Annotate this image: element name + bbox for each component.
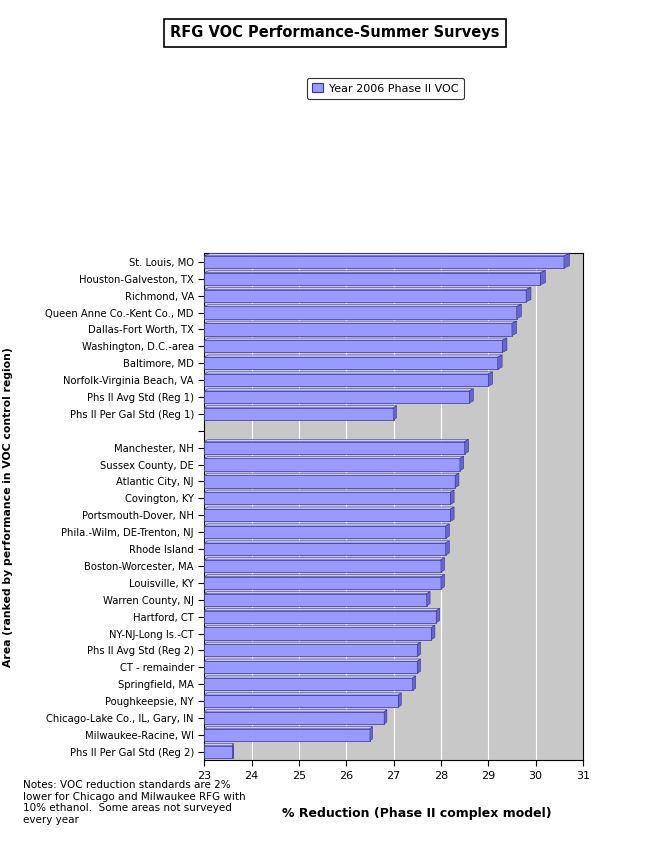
Polygon shape [399, 693, 401, 707]
FancyBboxPatch shape [204, 627, 431, 640]
Polygon shape [512, 321, 517, 336]
FancyBboxPatch shape [204, 560, 441, 572]
Text: Area (ranked by performance in VOC control region): Area (ranked by performance in VOC contr… [3, 347, 13, 667]
Polygon shape [204, 405, 397, 408]
Polygon shape [204, 557, 444, 560]
Polygon shape [540, 271, 545, 285]
Polygon shape [204, 253, 570, 256]
Polygon shape [204, 507, 454, 509]
Polygon shape [204, 592, 430, 594]
Polygon shape [517, 304, 521, 319]
Polygon shape [204, 541, 450, 543]
Polygon shape [204, 389, 473, 391]
Legend: Year 2006 Phase II VOC: Year 2006 Phase II VOC [307, 77, 464, 99]
Polygon shape [441, 575, 444, 589]
Polygon shape [460, 456, 464, 471]
Polygon shape [204, 473, 459, 475]
Polygon shape [564, 253, 570, 268]
Polygon shape [427, 592, 430, 606]
Polygon shape [204, 355, 502, 357]
FancyBboxPatch shape [204, 746, 232, 758]
Polygon shape [370, 727, 373, 741]
FancyBboxPatch shape [204, 442, 464, 454]
Polygon shape [204, 490, 454, 492]
FancyBboxPatch shape [204, 289, 526, 302]
FancyBboxPatch shape [204, 357, 498, 369]
Polygon shape [204, 338, 507, 340]
Text: % Reduction (Phase II complex model): % Reduction (Phase II complex model) [282, 807, 552, 820]
Polygon shape [413, 676, 415, 691]
FancyBboxPatch shape [204, 307, 517, 319]
FancyBboxPatch shape [204, 576, 441, 589]
FancyBboxPatch shape [204, 459, 460, 471]
FancyBboxPatch shape [204, 543, 446, 555]
Polygon shape [502, 338, 507, 352]
Polygon shape [204, 676, 415, 678]
Polygon shape [204, 524, 450, 526]
Polygon shape [498, 355, 502, 369]
FancyBboxPatch shape [204, 256, 564, 268]
FancyBboxPatch shape [204, 408, 393, 420]
Polygon shape [204, 321, 517, 323]
Polygon shape [204, 608, 440, 611]
Polygon shape [431, 625, 435, 640]
Polygon shape [204, 440, 468, 442]
Polygon shape [204, 710, 387, 712]
FancyBboxPatch shape [204, 678, 413, 691]
Polygon shape [464, 440, 468, 454]
FancyBboxPatch shape [204, 611, 436, 623]
FancyBboxPatch shape [204, 644, 417, 656]
FancyBboxPatch shape [204, 509, 450, 521]
FancyBboxPatch shape [204, 374, 488, 387]
Polygon shape [204, 372, 492, 374]
Polygon shape [384, 710, 387, 724]
Polygon shape [204, 304, 521, 307]
Polygon shape [204, 693, 401, 695]
FancyBboxPatch shape [204, 323, 512, 336]
Polygon shape [417, 643, 421, 656]
Polygon shape [204, 744, 233, 746]
Polygon shape [526, 288, 531, 302]
Polygon shape [450, 490, 454, 504]
Polygon shape [393, 405, 397, 420]
Polygon shape [450, 507, 454, 521]
Polygon shape [204, 727, 373, 728]
FancyBboxPatch shape [204, 712, 384, 724]
Polygon shape [204, 271, 545, 272]
FancyBboxPatch shape [204, 340, 502, 352]
Polygon shape [441, 557, 444, 572]
FancyBboxPatch shape [204, 661, 417, 673]
Polygon shape [204, 456, 464, 459]
Polygon shape [204, 288, 531, 289]
FancyBboxPatch shape [204, 728, 370, 741]
Polygon shape [417, 659, 421, 673]
FancyBboxPatch shape [204, 492, 450, 504]
Polygon shape [204, 643, 421, 644]
Polygon shape [204, 625, 435, 627]
Polygon shape [446, 541, 450, 555]
Polygon shape [455, 473, 459, 488]
Polygon shape [204, 575, 444, 576]
FancyBboxPatch shape [204, 272, 540, 285]
Polygon shape [488, 372, 492, 387]
FancyBboxPatch shape [204, 526, 446, 539]
Polygon shape [204, 659, 421, 661]
Text: Notes: VOC reduction standards are 2%
lower for Chicago and Milwaukee RFG with
1: Notes: VOC reduction standards are 2% lo… [23, 780, 246, 825]
FancyBboxPatch shape [204, 594, 427, 606]
Text: RFG VOC Performance-Summer Surveys: RFG VOC Performance-Summer Surveys [170, 25, 500, 40]
FancyBboxPatch shape [204, 391, 469, 403]
Polygon shape [436, 608, 440, 623]
FancyBboxPatch shape [204, 475, 455, 488]
Polygon shape [446, 524, 450, 539]
Polygon shape [469, 389, 473, 403]
FancyBboxPatch shape [204, 695, 399, 707]
